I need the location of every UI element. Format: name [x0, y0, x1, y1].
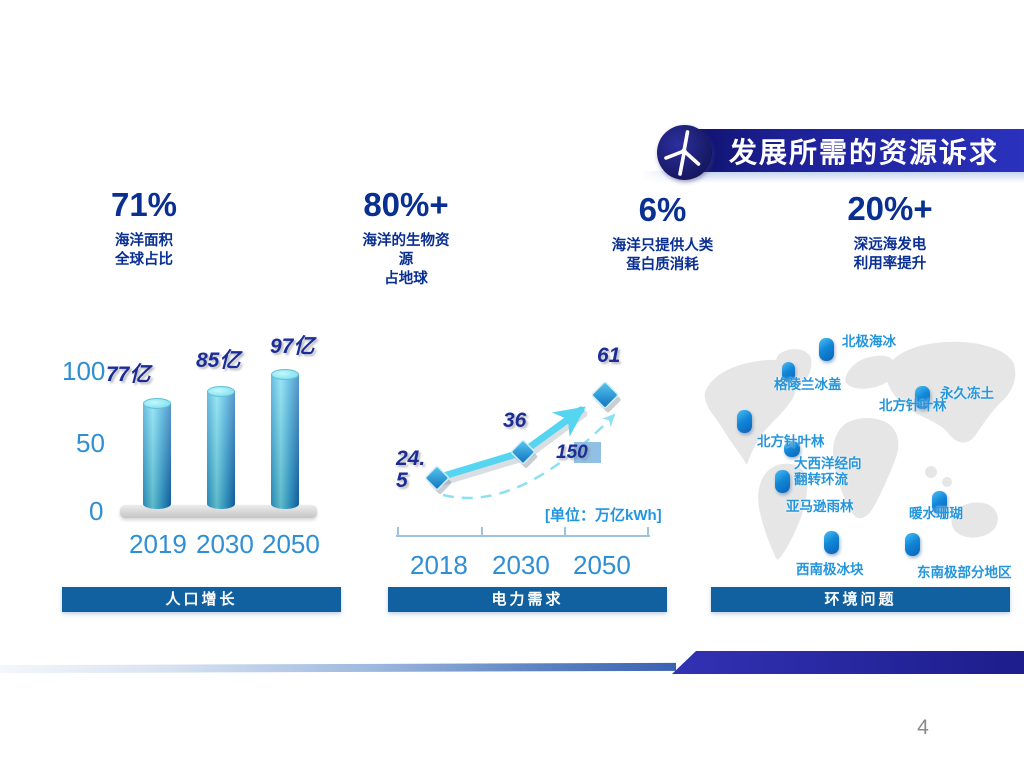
banner-shadow — [640, 171, 1024, 183]
map-label-amazon-rainforest: 亚马逊雨林 — [786, 499, 854, 514]
data-point-2030 — [511, 440, 538, 468]
y-tick-50: 50 — [76, 428, 105, 458]
map-marker-coral — [932, 491, 947, 514]
data-point-2018 — [425, 466, 452, 494]
dashed-projection-line — [442, 413, 616, 500]
map-label-amoc: 大西洋经向 翻转环流 — [794, 456, 862, 488]
unit-label: [单位：万亿kWh] — [545, 507, 662, 524]
stat-value: 80%+ — [363, 186, 449, 223]
bar-value-label: 97亿 — [270, 335, 315, 358]
map-label-warm-water-coral: 暖水珊瑚 — [909, 506, 963, 521]
bar-2019 — [143, 398, 171, 509]
page-title: 发展所需的资源诉求 — [729, 136, 1000, 168]
caption-environment: 环境问题 — [711, 587, 1010, 612]
map-marker-atlantic — [784, 441, 800, 457]
stat-value: 20%+ — [847, 190, 933, 227]
bar-2050 — [271, 369, 299, 509]
stat-bio-resource: 80%+ 海洋的生物资 源 占地球 — [326, 188, 486, 289]
page-number: 4 — [917, 716, 929, 739]
y-tick-0: 0 — [89, 496, 104, 526]
map-label-greenland-ice-sheet: 格陵兰冰盖 — [774, 377, 842, 392]
wind-turbine-icon — [664, 130, 701, 176]
map-marker-greenland — [782, 362, 795, 382]
x-tick-2019: 2019 — [129, 529, 187, 559]
map-marker-amazon — [775, 470, 790, 493]
stat-ocean-area: 71% 海洋面积 全球占比 — [69, 188, 219, 270]
footer-accent-shape — [672, 651, 1024, 674]
map-marker-west-antarctic — [824, 531, 839, 554]
bar-chart-base — [120, 505, 317, 518]
title-banner: 发展所需的资源诉求 — [681, 129, 1024, 172]
stat-value: 71% — [110, 186, 178, 223]
data-point-2050 — [591, 381, 621, 413]
stat-label: 海洋的生物资 源 占地球 — [362, 233, 450, 287]
map-marker-boreal-west — [737, 410, 752, 433]
annotation-150: 150 — [556, 442, 601, 463]
x-axis — [396, 527, 650, 537]
x-tick-2018: 2018 — [410, 550, 468, 580]
point-value-label: 61 — [597, 344, 621, 367]
x-tick-2050: 2050 — [262, 529, 320, 559]
stat-label: 深远海发电 利用率提升 — [853, 237, 927, 272]
map-label-boreal-forest-east: 北方针叶林 — [879, 398, 947, 413]
point-value-label: 36 — [503, 409, 527, 432]
stat-offshore-power: 20%+ 深远海发电 利用率提升 — [815, 192, 965, 274]
map-label-east-antarctica: 东南极部分地区 — [917, 565, 1012, 580]
stat-protein: 6% 海洋只提供人类 蛋白质消耗 — [580, 193, 745, 275]
bar-value-label: 85亿 — [196, 349, 241, 372]
map-label-permafrost: 永久冻土 — [940, 386, 994, 401]
caption-population: 人口增长 — [62, 587, 341, 612]
stat-value: 6% — [638, 191, 687, 228]
map-label-west-antarctic-ice: 西南极冰块 — [796, 562, 864, 577]
map-marker-boreal-east — [915, 386, 930, 409]
world-map — [704, 341, 1016, 560]
x-tick-2030: 2030 — [492, 550, 550, 580]
map-label-boreal-forest-west: 北方针叶林 — [757, 434, 825, 449]
footer-divider-line — [0, 662, 677, 674]
x-tick-2050: 2050 — [573, 550, 631, 580]
map-marker-east-antarctic — [905, 533, 920, 556]
caption-power: 电力需求 — [388, 587, 667, 612]
stat-label: 海洋面积 全球占比 — [115, 233, 173, 268]
power-line-plot — [396, 381, 650, 537]
point-value-label: 24. 5 — [396, 447, 426, 493]
banner-icon-circle — [657, 125, 712, 180]
bar-2030 — [207, 386, 235, 509]
x-tick-2030: 2030 — [196, 529, 254, 559]
stat-label: 海洋只提供人类 蛋白质消耗 — [611, 238, 714, 273]
map-marker-arctic — [819, 338, 834, 361]
map-label-arctic-sea-ice: 北极海冰 — [842, 334, 896, 349]
y-tick-100: 100 — [62, 356, 106, 386]
bar-value-label: 77亿 — [106, 363, 151, 386]
